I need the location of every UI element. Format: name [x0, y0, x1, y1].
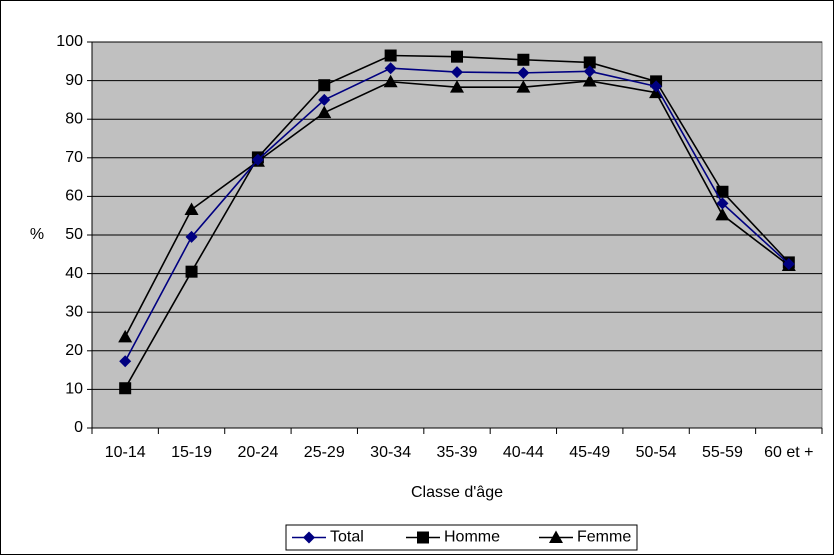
x-tick-label: 30-34: [370, 444, 411, 461]
x-tick-label: 35-39: [437, 444, 478, 461]
y-tick-label: 0: [74, 419, 83, 436]
data-point-femme: [184, 202, 199, 216]
legend-item-femme: Femme: [539, 529, 631, 546]
data-point-homme: [583, 56, 596, 69]
data-point-total: [517, 66, 530, 79]
x-tick-label: 45-49: [569, 444, 610, 461]
data-point-femme: [582, 73, 597, 87]
legend: Total Homme Femme: [285, 524, 638, 551]
y-tick-label: 70: [65, 149, 83, 166]
x-tick-label: 25-29: [304, 444, 345, 461]
legend-item-homme: Homme: [406, 529, 500, 546]
y-tick-label: 30: [65, 303, 83, 320]
legend-label: Total: [330, 529, 364, 546]
data-point-homme: [716, 185, 729, 198]
data-point-homme: [517, 53, 530, 66]
axes: [87, 41, 823, 434]
data-point-femme: [450, 80, 464, 93]
data-point-homme: [119, 382, 132, 395]
x-tick-labels: 10-14 15-19 20-24 25-29 30-34 35-39 40-44 45-49…: [105, 444, 814, 461]
y-tick-label: 80: [65, 110, 83, 127]
x-tick-label: 55-59: [702, 444, 743, 461]
legend-marker-triangle: [549, 530, 563, 543]
x-tick-label: 20-24: [237, 444, 278, 461]
data-point-total: [716, 197, 729, 210]
data-point-total: [119, 355, 132, 368]
data-point-femme: [118, 329, 133, 343]
data-point-total: [650, 80, 663, 93]
data-point-homme: [384, 49, 397, 62]
data-point-femme: [317, 105, 332, 119]
data-point-total: [251, 153, 264, 166]
x-tick-label: 60 et +: [764, 444, 813, 461]
series-lines: [118, 49, 796, 395]
y-tick-label: 100: [56, 33, 83, 50]
series-total: [119, 62, 795, 368]
data-point-homme: [318, 79, 331, 92]
legend-box: [285, 524, 638, 551]
legend-marker-square: [417, 531, 429, 544]
x-tick-label: 15-19: [171, 444, 212, 461]
data-point-total: [583, 65, 596, 78]
x-tick-label: 50-54: [636, 444, 677, 461]
data-point-homme: [451, 50, 463, 63]
x-tick-label: 10-14: [105, 444, 146, 461]
data-point-total: [384, 62, 397, 75]
y-axis-label: %: [30, 226, 44, 243]
y-tick-label: 20: [65, 342, 83, 359]
data-point-femme: [715, 207, 730, 221]
data-point-total: [185, 230, 198, 243]
y-tick-label: 90: [65, 72, 83, 89]
legend-marker-diamond: [303, 531, 315, 544]
x-axis-label: Classe d'âge: [411, 484, 503, 501]
legend-label: Homme: [444, 529, 500, 546]
data-point-femme: [383, 74, 398, 88]
y-tick-label: 10: [65, 381, 83, 398]
y-tick-labels: 0 10 20 30 40 50 60 70 80 90 100: [56, 33, 83, 436]
x-tick-label: 40-44: [503, 444, 544, 461]
data-point-total: [782, 257, 795, 270]
legend-label: Femme: [577, 529, 631, 546]
y-tick-label: 50: [65, 226, 83, 243]
data-point-total: [451, 66, 463, 79]
data-point-homme: [185, 265, 198, 278]
data-point-total: [318, 93, 331, 106]
data-point-femme: [516, 80, 531, 93]
legend-item-total: Total: [292, 529, 364, 546]
y-tick-label: 40: [65, 265, 83, 282]
y-tick-label: 60: [65, 188, 83, 205]
